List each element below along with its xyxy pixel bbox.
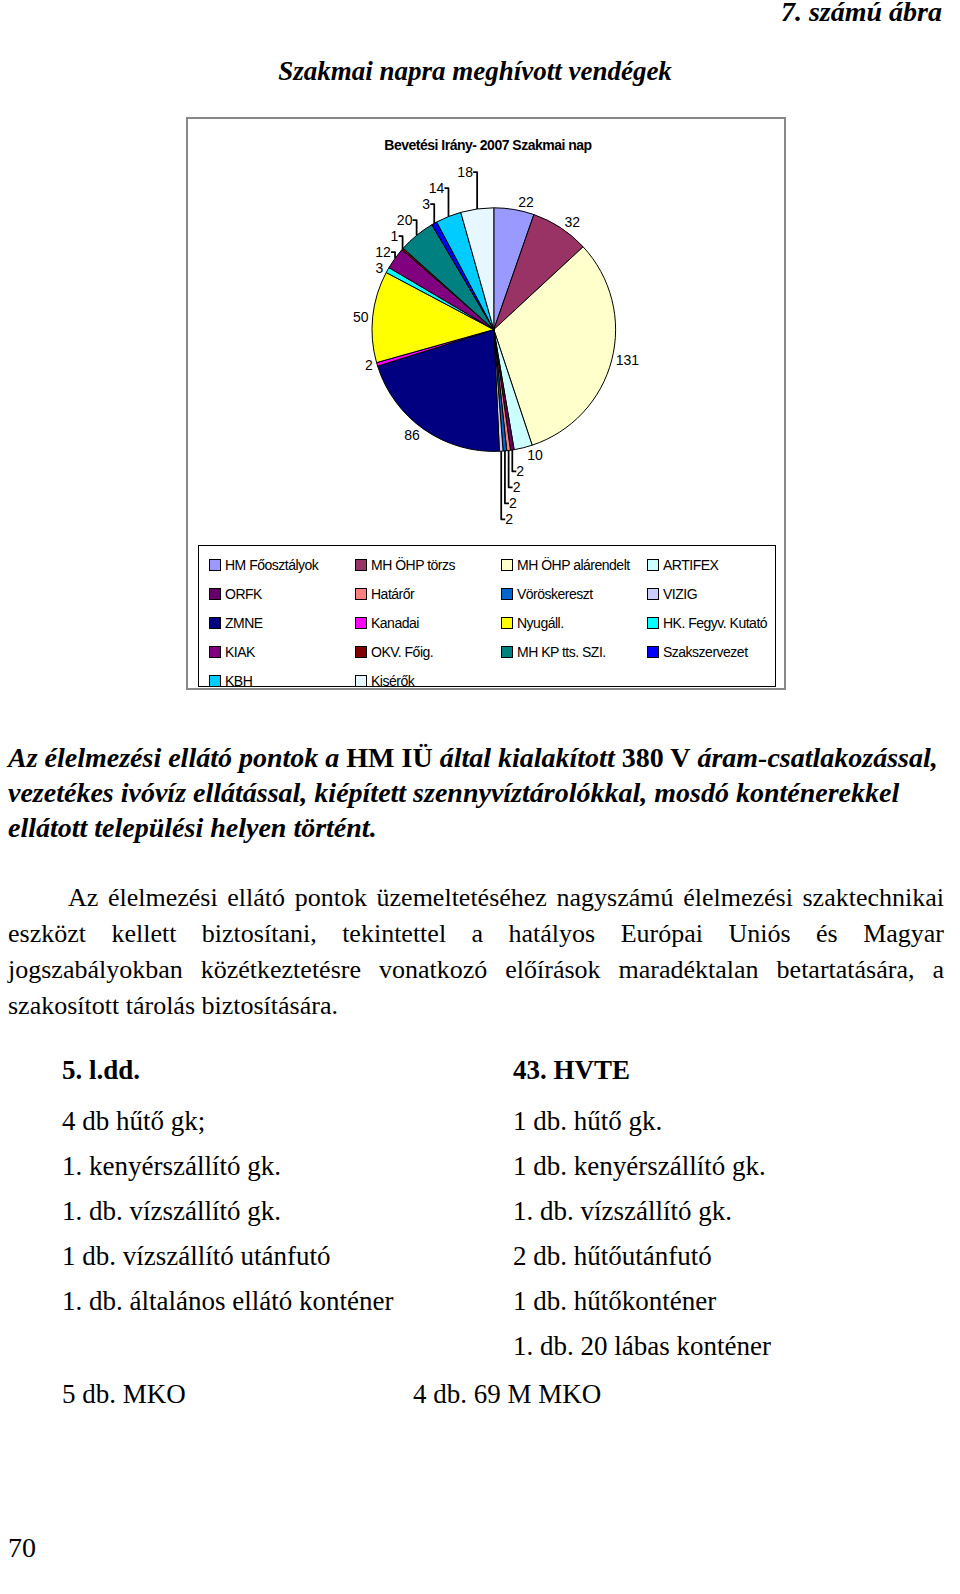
html-text:KIAK: KIAK [225, 643, 255, 660]
html-text:1. db. 20 lábas konténer: 1. db. 20 lábas konténer [513, 1331, 771, 1361]
svg-text:2: 2 [365, 357, 373, 373]
html-text:1 db. hűtőkonténer: 1 db. hűtőkonténer [513, 1286, 717, 1316]
html-text:Kanadai: Kanadai [371, 614, 419, 631]
html-text:KBH: KBH [225, 672, 253, 689]
svg-text:3: 3 [376, 260, 384, 276]
html-text:1 db. kenyérszállító gk.: 1 db. kenyérszállító gk. [513, 1151, 766, 1181]
svg-text:131: 131 [616, 352, 640, 368]
svg-text:86: 86 [404, 427, 420, 443]
html-text:5 db. MKO: 5 db. MKO [62, 1379, 186, 1409]
html-text:43. HVTE: 43. HVTE [513, 1055, 630, 1085]
html-text:2 db. hűtőutánfutó: 2 db. hűtőutánfutó [513, 1241, 712, 1271]
html-text:Az élelmezési ellátó pontok üz: Az élelmezési ellátó pontok üzemeltetésé… [8, 883, 944, 1020]
html-text:1 db. vízszállító utánfutó: 1 db. vízszállító utánfutó [62, 1241, 331, 1271]
html-text:Határőr: Határőr [371, 585, 415, 602]
html-text:1. db. általános ellátó kontén: 1. db. általános ellátó konténer [62, 1286, 394, 1316]
svg-text:20: 20 [397, 212, 413, 228]
html-text:Szakszervezet: Szakszervezet [663, 643, 748, 660]
svg-text:2: 2 [505, 511, 513, 527]
svg-text:14: 14 [429, 180, 445, 196]
html-text:HM Főosztályok: HM Főosztályok [225, 556, 319, 573]
svg-text:2: 2 [513, 479, 521, 495]
html-text:4 db hűtő gk;: 4 db hűtő gk; [62, 1106, 206, 1136]
html-text:1 db. hűtő gk.: 1 db. hűtő gk. [513, 1106, 663, 1136]
html-text:Kisérők: Kisérők [371, 672, 415, 689]
html-text:ZMNE: ZMNE [225, 614, 263, 631]
svg-text:2: 2 [509, 495, 517, 511]
html-text:MH ÖHP törzs: MH ÖHP törzs [371, 556, 455, 573]
html-text:Nyugáll.: Nyugáll. [517, 614, 564, 631]
html-text:Az élelmezési ellátó pontok a: Az élelmezési ellátó pontok a HM IÜ álta… [8, 742, 938, 843]
html-text:MH ÖHP alárendelt: MH ÖHP alárendelt [517, 556, 630, 573]
html-text:ARTIFEX: ARTIFEX [663, 556, 719, 573]
html-text:70: 70 [8, 1532, 36, 1563]
svg-text:50: 50 [353, 309, 369, 325]
html-text:Szakmai napra meghívott vendég: Szakmai napra meghívott vendégek [278, 56, 672, 86]
svg-text:22: 22 [518, 194, 534, 210]
html-text:4 db. 69 M MKO: 4 db. 69 M MKO [413, 1379, 602, 1409]
html-text:1. db. vízszállító gk.: 1. db. vízszállító gk. [62, 1196, 281, 1226]
svg-text:32: 32 [565, 214, 581, 230]
html-text:OKV. Főig.: OKV. Főig. [371, 643, 434, 660]
html-text:ORFK: ORFK [225, 585, 262, 602]
html-text:MH KP tts. SZI.: MH KP tts. SZI. [517, 643, 606, 660]
svg-text:12: 12 [375, 244, 391, 260]
html-text:1. db. vízszállító gk.: 1. db. vízszállító gk. [513, 1196, 732, 1226]
html-text:HK. Fegyv. Kutató: HK. Fegyv. Kutató [663, 614, 768, 631]
svg-text:3: 3 [422, 196, 430, 212]
html-text:5. l.dd.: 5. l.dd. [62, 1055, 140, 1085]
svg-text:1: 1 [391, 228, 399, 244]
html-text:1. kenyérszállító gk.: 1. kenyérszállító gk. [62, 1151, 281, 1181]
svg-text:2: 2 [516, 463, 524, 479]
html-text:VIZIG: VIZIG [663, 585, 698, 602]
html-text:Vöröskereszt: Vöröskereszt [517, 585, 593, 602]
svg-text:18: 18 [457, 164, 473, 180]
svg-text:10: 10 [527, 447, 543, 463]
html-text:Bevetési Irány- 2007 Szakmai n: Bevetési Irány- 2007 Szakmai nap [384, 137, 592, 153]
